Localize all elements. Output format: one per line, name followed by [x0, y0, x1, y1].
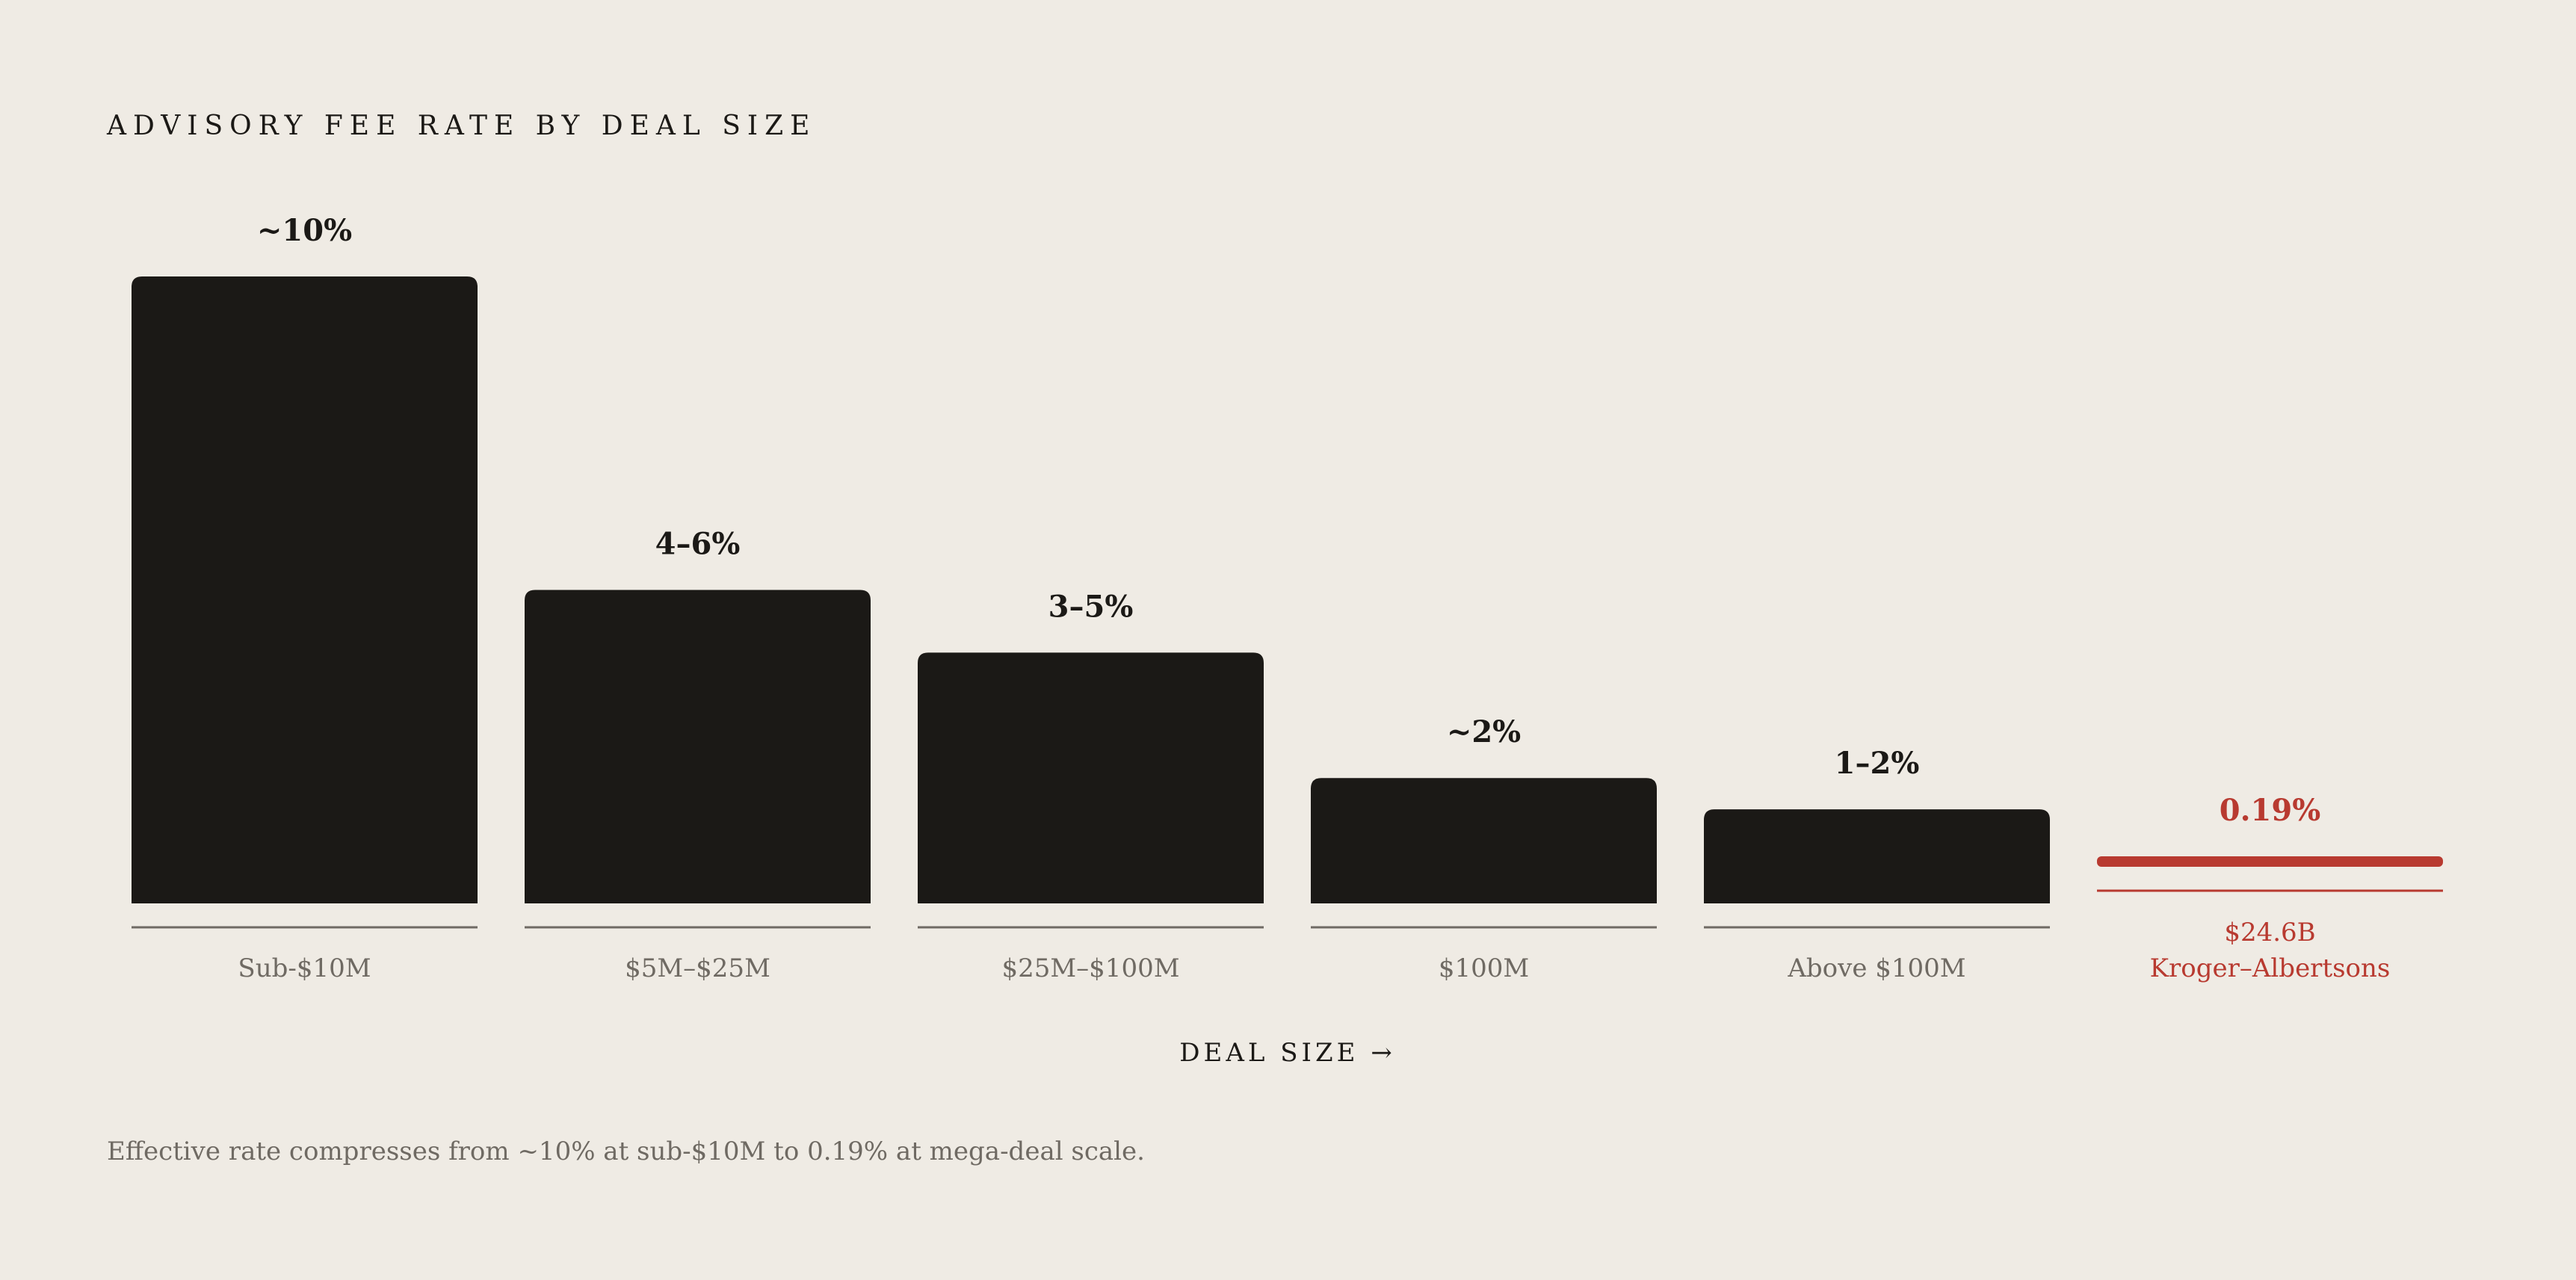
chart-caption: Effective rate compresses from ~10% at s…	[107, 1137, 1145, 1166]
bar-2	[918, 652, 1264, 903]
category-label-0: Sub-$10M	[238, 953, 371, 983]
category-label-5-1: Kroger–Albertsons	[2150, 953, 2391, 983]
value-label-2: 3–5%	[1048, 589, 1134, 624]
value-label-4: 1–2%	[1835, 746, 1920, 781]
bar-5	[2097, 856, 2443, 867]
category-label-3: $100M	[1439, 953, 1529, 983]
value-label-5: 0.19%	[2220, 793, 2320, 828]
chart-title: ADVISORY FEE RATE BY DEAL SIZE	[106, 111, 816, 141]
value-label-3: ~2%	[1447, 714, 1521, 749]
value-label-1: 4–6%	[655, 527, 741, 562]
bar-3	[1311, 778, 1657, 903]
bar-1	[525, 590, 871, 903]
category-label-5-0: $24.6B	[2224, 918, 2315, 947]
category-label-2: $25M–$100M	[1001, 953, 1179, 983]
value-label-0: ~10%	[257, 213, 352, 248]
bar-4	[1704, 809, 2050, 903]
x-axis-label: DEAL SIZE →	[1179, 1038, 1395, 1068]
category-label-4: Above $100M	[1787, 953, 1965, 983]
category-label-1: $5M–$25M	[625, 953, 770, 983]
bars-group: ~10% Sub-$10M 4–6% $5M–$25M 3–5% $25M–$100M ~2…	[132, 213, 2443, 983]
bar-0	[132, 276, 478, 903]
